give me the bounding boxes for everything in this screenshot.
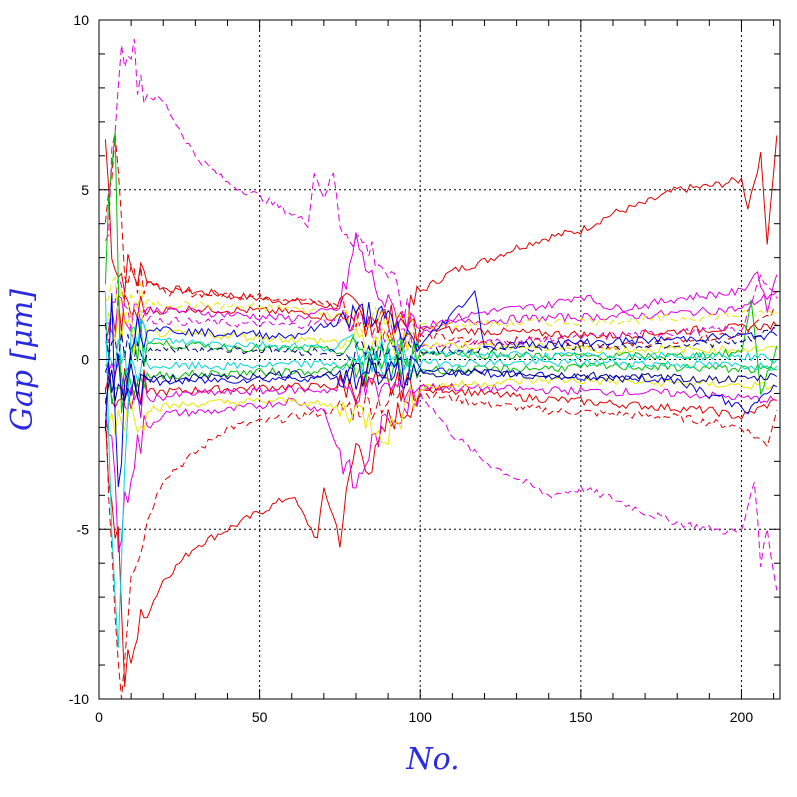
series-line xyxy=(105,275,778,336)
series-line xyxy=(105,361,777,418)
series-line xyxy=(104,339,778,388)
series-line xyxy=(104,38,421,333)
series-line xyxy=(104,131,778,414)
series-line xyxy=(104,322,778,369)
series-line xyxy=(104,376,778,446)
series-line xyxy=(105,352,777,405)
y-tick-label: -5 xyxy=(77,521,90,537)
series-line xyxy=(104,353,778,415)
series-line xyxy=(419,392,778,591)
y-tick-label: 5 xyxy=(81,182,89,198)
y-tick-label: 0 xyxy=(81,352,89,368)
x-tick-labels: 0 50 100 150 200 xyxy=(95,709,753,725)
x-tick-label: 150 xyxy=(569,709,593,725)
tick-marks xyxy=(98,19,780,700)
series-line xyxy=(104,292,778,649)
y-tick-labels: -10 -5 0 5 10 xyxy=(69,12,89,707)
x-tick-label: 200 xyxy=(730,709,754,725)
x-axis-label: No. xyxy=(405,742,459,777)
series-line xyxy=(104,385,778,700)
series-line xyxy=(104,382,453,688)
x-tick-label: 100 xyxy=(409,709,433,725)
series-line xyxy=(104,135,778,335)
y-tick-label: -10 xyxy=(69,691,89,707)
x-tick-label: 50 xyxy=(252,709,268,725)
series-line xyxy=(104,289,778,488)
series-line xyxy=(104,389,421,553)
series-line xyxy=(104,134,777,351)
series-line xyxy=(104,292,778,344)
y-tick-label: 10 xyxy=(73,12,89,28)
x-tick-label: 0 xyxy=(95,709,103,725)
series-line xyxy=(419,271,778,337)
series-lines xyxy=(104,38,778,700)
grid-lines xyxy=(99,20,780,699)
series-line xyxy=(104,356,778,404)
y-axis-label: Gap [μm] xyxy=(5,289,40,431)
